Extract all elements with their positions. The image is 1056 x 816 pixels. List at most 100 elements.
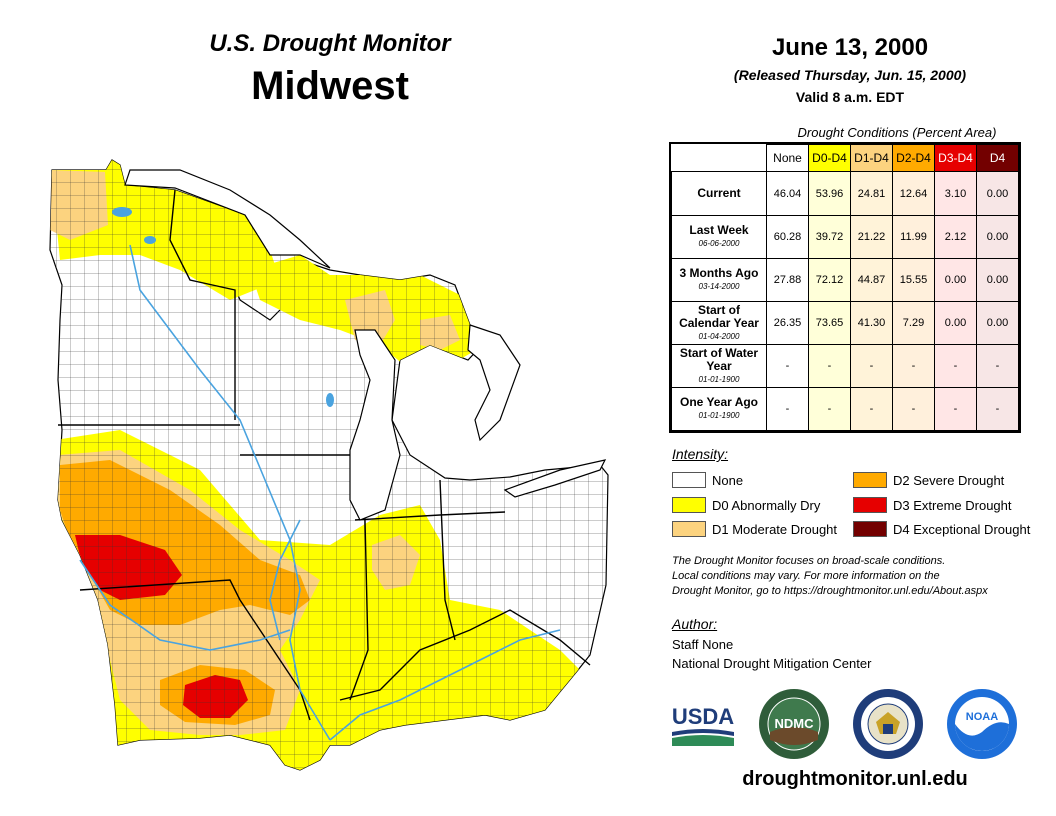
table-cell: 44.87 — [850, 258, 893, 302]
table-cell: 0.00 — [976, 215, 1019, 259]
mo-il-river — [239, 599, 311, 721]
row-label: Start of Water Year 01-01-1900 — [671, 344, 767, 388]
noaa-logo: NOAA — [947, 689, 1017, 759]
legend-title: Intensity: — [672, 446, 729, 462]
website-link[interactable]: droughtmonitor.unl.edu — [742, 768, 968, 790]
legend-item-none: None — [672, 472, 743, 488]
column-header: D1-D4 — [850, 144, 893, 172]
ohio-river — [329, 629, 561, 741]
author-organization: National Drought Mitigation Center — [672, 656, 872, 671]
author-name: Staff None — [672, 637, 734, 652]
legend-swatch — [672, 521, 706, 537]
row-label: Current — [671, 171, 767, 216]
row-date: 06-06-2000 — [698, 239, 740, 248]
legend-swatch — [672, 497, 706, 513]
row-date: 01-04-2000 — [698, 331, 740, 341]
note-line: Drought Monitor, go to https://droughtmo… — [672, 585, 988, 597]
table-cell: - — [850, 344, 893, 388]
column-header: D0-D4 — [808, 144, 851, 172]
table-cell: - — [850, 387, 893, 431]
table-cell: 11.99 — [892, 215, 935, 259]
table-cell: 12.64 — [892, 171, 935, 216]
table-cell: 15.55 — [892, 258, 935, 302]
column-header: D3-D4 — [934, 144, 977, 172]
red-lake — [112, 207, 132, 217]
legend-swatch — [853, 497, 887, 513]
ia-mo-border — [79, 579, 241, 601]
missouri-river — [79, 559, 291, 651]
lake-superior — [124, 169, 331, 269]
drought-map — [49, 159, 609, 771]
in-oh-border — [439, 479, 456, 641]
legend-item-d2: D2 Severe Drought — [853, 472, 1004, 488]
table-caption: Drought Conditions (Percent Area) — [797, 125, 997, 140]
table-cell: 72.12 — [808, 258, 851, 302]
table-cell: - — [892, 344, 935, 388]
table-cell: - — [892, 387, 935, 431]
mi-in-oh-border — [354, 511, 506, 521]
legend-swatch — [853, 521, 887, 537]
row-date: 01-01-1900 — [698, 411, 740, 420]
row-label: Last Week 06-06-2000 — [671, 215, 767, 259]
table-cell: 24.81 — [850, 171, 893, 216]
column-header: None — [766, 144, 809, 172]
table-cell: - — [766, 344, 809, 388]
column-header: D4 — [976, 144, 1019, 172]
commerce-seal-logo — [853, 689, 923, 759]
table-cell: 0.00 — [934, 258, 977, 302]
table-cell: - — [934, 387, 977, 431]
region-title: Midwest — [251, 64, 409, 108]
lake-winnebago — [326, 393, 334, 407]
valid-time: Valid 8 a.m. EDT — [795, 89, 905, 105]
drought-stats-table: None D0-D4 D1-D4 D2-D4 D3-D4 D4 Current … — [669, 142, 1021, 433]
table-row: Start of Water Year 01-01-1900 - - - - - … — [671, 344, 1019, 388]
lake-huron — [467, 324, 521, 442]
note-line: Local conditions may vary. For more info… — [672, 570, 940, 582]
table-cell: 73.65 — [808, 301, 851, 345]
note-line: The Drought Monitor focuses on broad-sca… — [672, 555, 946, 567]
table-row: Start of Calendar Year 01-04-2000 26.35 7… — [671, 301, 1019, 345]
table-row: Last Week 06-06-2000 60.28 39.72 21.22 11… — [671, 215, 1019, 259]
legend-swatch — [672, 472, 706, 488]
ndmc-logo: NDMC — [759, 689, 829, 759]
table-cell: 41.30 — [850, 301, 893, 345]
table-cell: 0.00 — [976, 258, 1019, 302]
legend-item-d3: D3 Extreme Drought — [853, 497, 1012, 513]
mn-wi-border — [169, 189, 236, 420]
table-cell: - — [808, 344, 851, 388]
table-cell: - — [766, 387, 809, 431]
illinois-river — [269, 519, 301, 641]
table-cell: 60.28 — [766, 215, 809, 259]
table-cell: 0.00 — [934, 301, 977, 345]
legend-item-d4: D4 Exceptional Drought — [853, 521, 1030, 537]
legend-item-d1: D1 Moderate Drought — [672, 521, 837, 537]
table-cell: 27.88 — [766, 258, 809, 302]
table-cell: 0.00 — [976, 171, 1019, 216]
table-cell: - — [934, 344, 977, 388]
row-date: 03-14-2000 — [698, 282, 740, 291]
table-cell: 26.35 — [766, 301, 809, 345]
disclaimer-note: The Drought Monitor focuses on broad-sca… — [672, 554, 1042, 599]
table-row: One Year Ago 01-01-1900 - - - - - - — [671, 387, 1019, 431]
table-cell: - — [976, 387, 1019, 431]
map-date: June 13, 2000 — [771, 34, 929, 61]
table-cell: 3.10 — [934, 171, 977, 216]
table-cell: 21.22 — [850, 215, 893, 259]
ndmc-logo-text: NDMC — [775, 716, 815, 731]
leech-lake — [144, 236, 156, 244]
row-label: Start of Calendar Year 01-04-2000 — [671, 301, 767, 345]
noaa-logo-text: NOAA — [966, 711, 998, 723]
legend-swatch — [853, 472, 887, 488]
row-label: 3 Months Ago 03-14-2000 — [671, 258, 767, 302]
table-cell: 46.04 — [766, 171, 809, 216]
mississippi-river — [129, 244, 331, 741]
table-corner — [672, 145, 767, 172]
row-label: One Year Ago 01-01-1900 — [671, 387, 767, 431]
usda-logo-text: USDA — [672, 704, 734, 729]
table-cell: 0.00 — [976, 301, 1019, 345]
lake-erie — [503, 459, 607, 498]
table-row: Current 46.04 53.96 24.81 12.64 3.10 0.0… — [671, 171, 1019, 216]
table-cell: 53.96 — [808, 171, 851, 216]
table-cell: - — [808, 387, 851, 431]
column-header: D2-D4 — [892, 144, 935, 172]
